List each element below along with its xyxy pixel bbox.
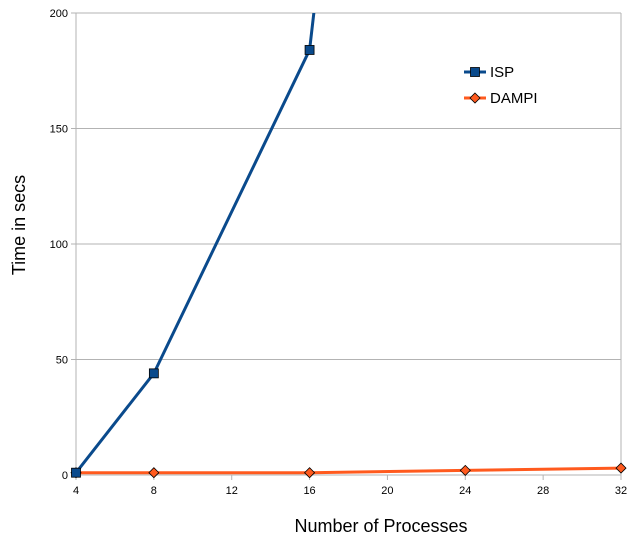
x-tick-label: 12	[226, 485, 238, 497]
y-tick-label: 100	[50, 239, 68, 251]
x-tick-label: 24	[459, 485, 471, 497]
data-point-isp	[71, 467, 81, 478]
data-point-isp	[148, 368, 159, 379]
y-tick-label: 200	[50, 8, 68, 20]
data-point-isp	[304, 45, 315, 55]
series-line-isp	[76, 13, 316, 474]
data-point-dampi	[148, 467, 160, 479]
data-point-dampi	[304, 467, 316, 479]
x-axis-title: Number of Processes	[294, 516, 467, 536]
legend-marker-dampi	[469, 92, 481, 104]
y-tick-label: 150	[50, 124, 68, 136]
tick-labels: 0 50 100 150 200 4 8 12 16 20 24 28 32	[50, 8, 627, 497]
y-tick-label: 50	[56, 355, 68, 367]
y-axis-title: Time in secs	[9, 175, 29, 275]
series-layer	[76, 13, 621, 475]
markers-layer	[70, 45, 627, 479]
legend: ISP DAMPI	[464, 64, 538, 107]
legend-label-isp: ISP	[490, 64, 514, 81]
x-tick-label: 8	[151, 485, 157, 497]
data-point-dampi	[459, 464, 471, 476]
axes	[71, 12, 622, 480]
x-tick-label: 20	[381, 485, 393, 497]
grid-lines	[76, 12, 621, 476]
x-tick-label: 4	[73, 485, 79, 497]
x-tick-label: 32	[615, 485, 627, 497]
legend-label-dampi: DAMPI	[490, 90, 538, 107]
data-point-dampi	[615, 462, 627, 474]
legend-marker-isp	[470, 67, 480, 77]
y-tick-label: 0	[62, 470, 68, 482]
x-tick-label: 16	[303, 485, 315, 497]
x-tick-label: 28	[537, 485, 549, 497]
